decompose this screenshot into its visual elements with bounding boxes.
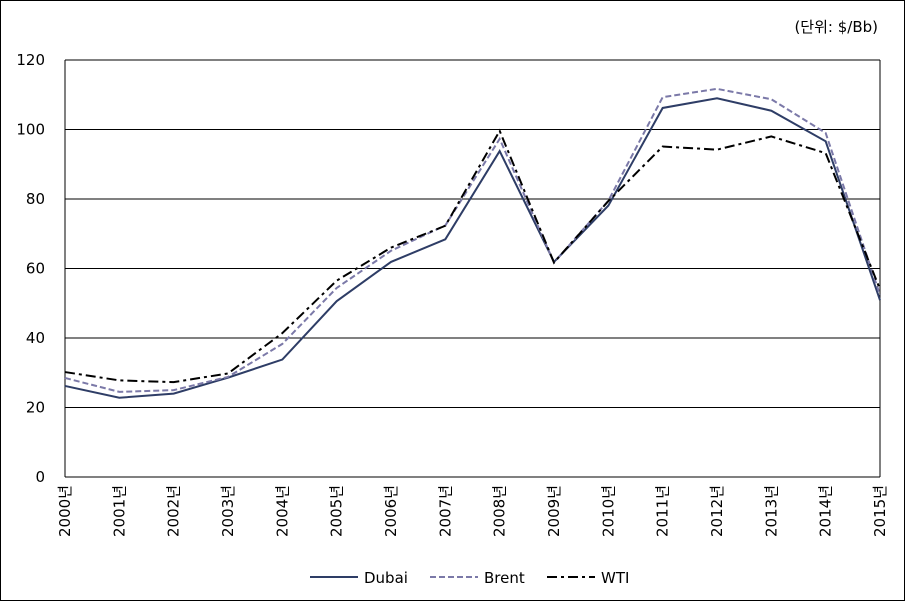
y-tick-label: 120 bbox=[16, 51, 45, 69]
x-tick-label: 2003년 bbox=[219, 485, 237, 537]
y-tick-label: 40 bbox=[26, 329, 45, 347]
y-tick-label: 80 bbox=[26, 190, 45, 208]
x-tick-label: 2011년 bbox=[654, 485, 672, 537]
y-tick-label: 20 bbox=[26, 399, 45, 417]
x-tick-label: 2014년 bbox=[817, 485, 835, 537]
legend-label: Brent bbox=[484, 569, 525, 587]
line-series bbox=[64, 97, 881, 399]
x-tick-label: 2006년 bbox=[382, 485, 400, 537]
x-tick-label: 2012년 bbox=[708, 485, 726, 537]
line-series bbox=[64, 128, 881, 384]
x-tick-label: 2010년 bbox=[599, 485, 617, 537]
x-tick-label: 2007년 bbox=[436, 485, 454, 537]
x-tick-label: 2002년 bbox=[165, 485, 183, 537]
legend-label: WTI bbox=[601, 569, 629, 587]
line-series bbox=[64, 87, 881, 393]
unit-label: (단위: $/Bb) bbox=[794, 18, 878, 36]
y-tick-label: 60 bbox=[26, 260, 45, 278]
y-tick-label: 100 bbox=[16, 121, 45, 139]
x-tick-label: 2005년 bbox=[328, 485, 346, 537]
x-tick-label: 2013년 bbox=[762, 485, 780, 537]
x-tick-label: 2015년 bbox=[871, 485, 889, 537]
x-tick-label: 2001년 bbox=[110, 485, 128, 537]
x-tick-label: 2008년 bbox=[491, 485, 509, 537]
x-tick-label: 2000년 bbox=[56, 485, 74, 537]
legend-label: Dubai bbox=[364, 569, 408, 587]
y-tick-label: 0 bbox=[35, 468, 45, 486]
x-tick-label: 2009년 bbox=[545, 485, 563, 537]
x-tick-label: 2004년 bbox=[273, 485, 291, 537]
